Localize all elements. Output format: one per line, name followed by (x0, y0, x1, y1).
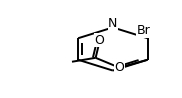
Text: O: O (94, 34, 104, 47)
Text: O: O (114, 61, 124, 74)
Text: Br: Br (137, 24, 151, 37)
Text: N: N (108, 17, 118, 30)
